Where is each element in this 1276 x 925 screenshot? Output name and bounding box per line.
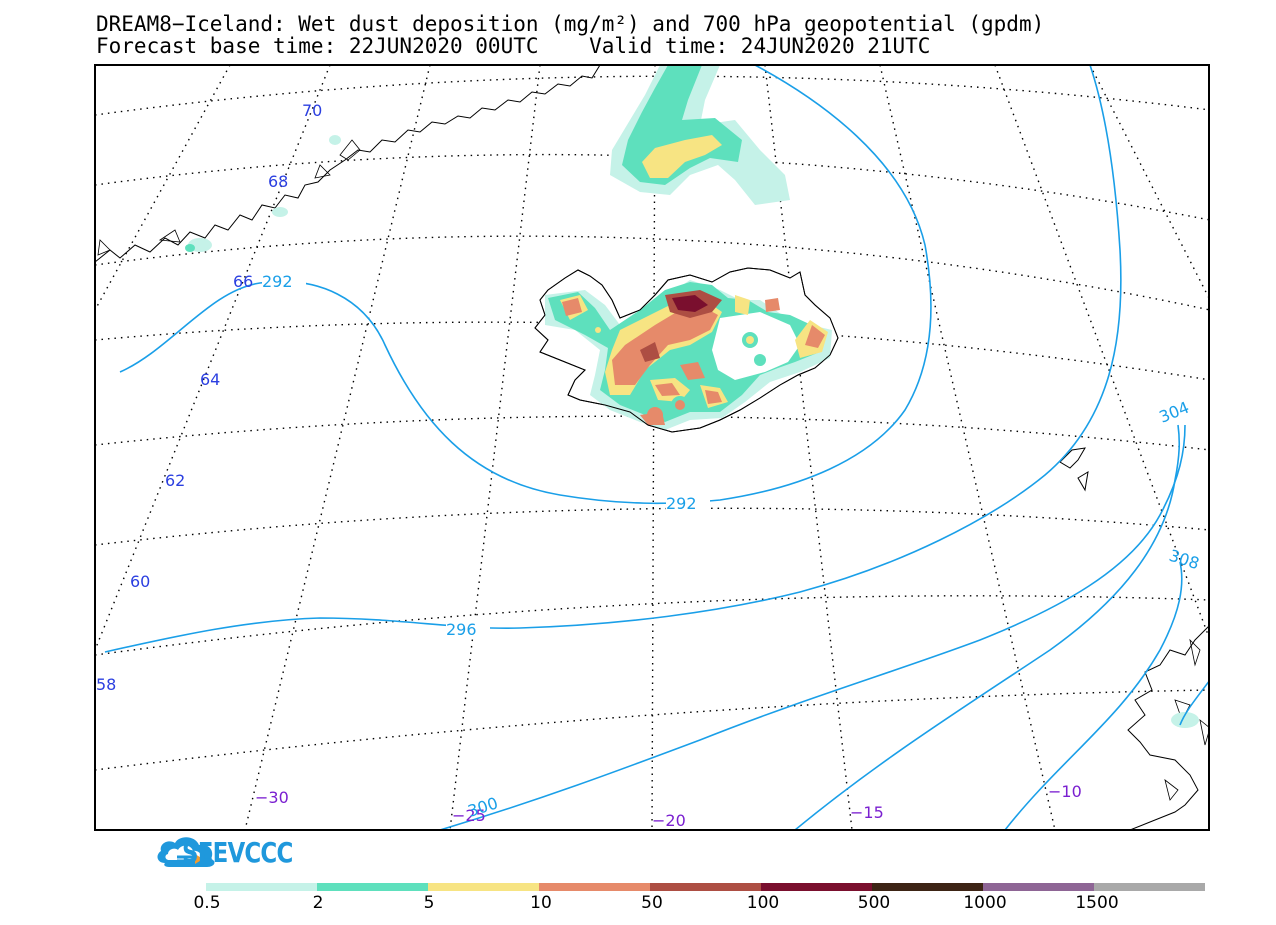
lon-label-minus30: −30 (255, 788, 289, 807)
colorbar-tick: 10 (530, 893, 552, 913)
meridian-line (95, 65, 231, 311)
dust-plume-north (610, 65, 790, 205)
meridian-line (879, 65, 1056, 830)
colorbar-segment (317, 883, 428, 891)
lat-64-line (95, 321, 1209, 381)
logo-text: SEEVCCC (182, 836, 293, 869)
contour-300 (439, 424, 1186, 830)
map-frame (94, 64, 1210, 831)
lat-label-70: 70 (302, 101, 322, 120)
colorbar-tick: 1000 (963, 893, 1007, 913)
colorbar-segment (983, 883, 1094, 891)
meridian-line (651, 65, 656, 830)
lat-label-60: 60 (130, 572, 150, 591)
contour-304 (794, 424, 1181, 830)
latitude-lines (95, 75, 1209, 771)
meridian-lines (95, 65, 1209, 830)
colorbar-segment (1094, 883, 1205, 891)
contour-308 (1004, 561, 1183, 830)
chart-subtitle: Forecast base time: 22JUN2020 00UTC Vali… (96, 34, 931, 58)
meridian-line (764, 65, 853, 830)
meridian-line (95, 65, 331, 651)
colorbar (206, 883, 1205, 891)
lat-label-58: 58 (96, 675, 116, 694)
lon-label-minus10: −10 (1048, 782, 1082, 801)
faroe-islands-coastline (1059, 447, 1089, 492)
contour-296 (104, 65, 1122, 653)
lat-label-62: 62 (165, 471, 185, 490)
greenland-coastline (95, 65, 601, 263)
colorbar-segment (206, 883, 317, 891)
colorbar-segment (539, 883, 650, 891)
colorbar-segment (761, 883, 872, 891)
colorbar-tick: 500 (857, 893, 891, 913)
meridian-line (244, 65, 431, 830)
dust-patch-greenland (185, 135, 341, 252)
contour-label-292-south: 292 (666, 494, 697, 513)
colorbar-tick: 50 (641, 893, 663, 913)
dust-iceland-shading (545, 280, 832, 430)
lat-56-line (95, 689, 1209, 771)
colorbar-tick: 0.5 (193, 893, 221, 913)
lon-label-minus20: −20 (652, 811, 686, 830)
contour-label-292-west: 292 (262, 272, 293, 291)
colorbar-tick: 2 (312, 893, 324, 913)
colorbar-segment (428, 883, 539, 891)
contour-label-308: 308 (1167, 546, 1202, 574)
colorbar-tick: 1500 (1075, 893, 1119, 913)
contour-label-304: 304 (1156, 398, 1191, 427)
meridian-line (1089, 65, 1209, 300)
norway-coastline (1127, 625, 1209, 830)
colorbar-segment (650, 883, 761, 891)
iceland-coastline-outline (534, 267, 839, 433)
contour-label-300: 300 (465, 793, 500, 821)
contour-label-296: 296 (446, 620, 477, 639)
colorbar-tick: 5 (423, 893, 435, 913)
cloud-logo-icon (157, 837, 215, 867)
dust-patch-norway (1171, 712, 1199, 728)
lat-label-66: 66 (233, 272, 253, 291)
lon-label-minus25: −25 (452, 806, 486, 825)
lat-label-64: 64 (200, 370, 220, 389)
lon-label-minus15: −15 (850, 803, 884, 822)
greenland-coastline (97, 139, 361, 256)
meridian-line (449, 65, 541, 830)
lat-label-68: 68 (268, 172, 288, 191)
meridian-line (994, 65, 1209, 640)
colorbar-segment (872, 883, 983, 891)
colorbar-tick: 100 (746, 893, 780, 913)
contour-300-east (1179, 679, 1209, 726)
chart-title: DREAM8−Iceland: Wet dust deposition (mg/… (96, 12, 1045, 36)
